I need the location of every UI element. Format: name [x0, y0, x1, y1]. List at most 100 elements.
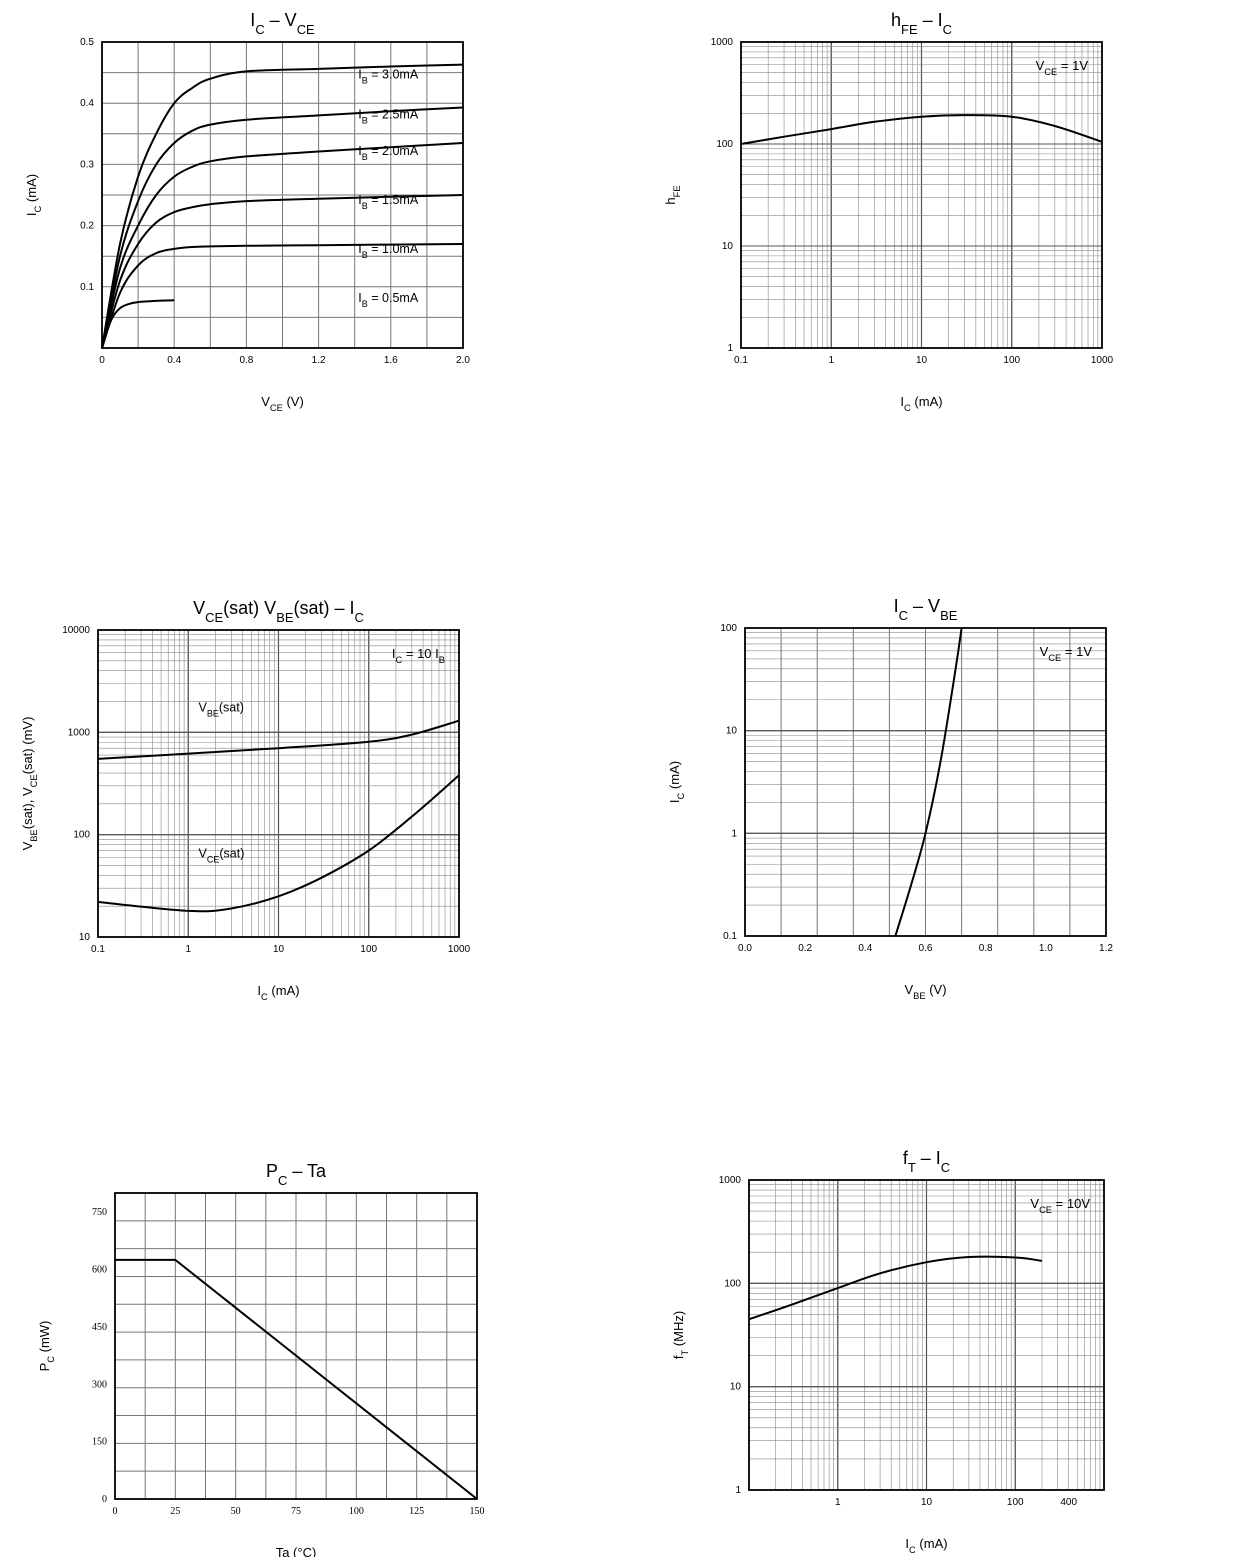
series-line — [97, 719, 460, 760]
x-tick-label: 0 — [99, 355, 105, 366]
y-tick-label: 100 — [724, 1278, 741, 1289]
y-tick-label: 1000 — [68, 727, 91, 738]
plot-frame — [97, 629, 460, 938]
x-tick-label: 100 — [360, 944, 377, 955]
condition-annotation: IC = 10 IB — [392, 646, 445, 665]
y-tick-label: 1000 — [719, 1175, 742, 1186]
chart-title: PC – Ta — [266, 1161, 327, 1188]
series-line — [101, 299, 175, 349]
condition-annotation: VCE = 1V — [1040, 644, 1093, 663]
x-tick-label: 1 — [185, 944, 191, 955]
y-axis-label: VBE(sat), VCE(sat) (mV) — [20, 717, 39, 851]
y-tick-label: 10 — [730, 1382, 742, 1393]
y-tick-label: 10 — [722, 241, 734, 252]
y-tick-label: 450 — [92, 1322, 107, 1333]
series-line — [740, 114, 1103, 145]
chart-title: hFE – IC — [891, 10, 952, 37]
y-tick-label: 10000 — [62, 625, 90, 636]
y-tick-label: 10 — [726, 726, 738, 737]
x-tick-label: 1.2 — [1099, 943, 1113, 954]
y-axis-label: IC (mA) — [667, 761, 686, 803]
x-tick-label: 1 — [828, 355, 834, 366]
y-tick-label: 1000 — [711, 37, 734, 48]
chart-pc_ta: 0 25 50 75 100 125 150 0 150 300 450 600 750 PC – Ta T… — [37, 1161, 485, 1557]
x-axis-label: VBE (V) — [904, 982, 946, 1001]
curve-label: IB = 1.0mA — [358, 242, 419, 260]
y-tick-label: 1 — [727, 343, 733, 354]
series-line — [101, 194, 464, 349]
x-tick-label: 1000 — [1091, 355, 1114, 366]
curve-label: IB = 2.0mA — [358, 144, 419, 162]
y-tick-label: 1 — [735, 1485, 741, 1496]
x-tick-label: 0 — [113, 1506, 118, 1517]
chart-title: IC – VBE — [894, 596, 958, 623]
chart-vsat_ic: 0.1 1 10 100 1000 10 100 1000 10000 VCE(sat) VBE(… — [20, 598, 471, 1002]
y-tick-label: 10 — [79, 932, 91, 943]
plot-frame — [740, 41, 1103, 349]
x-axis-label: IC (mA) — [905, 1536, 947, 1555]
y-tick-label: 100 — [720, 623, 737, 634]
y-tick-label: 100 — [73, 830, 90, 841]
gridlines — [744, 627, 1107, 937]
x-tick-label: 1000 — [448, 944, 471, 955]
x-tick-label: 100 — [1007, 1497, 1024, 1508]
chart-title: fT – IC — [903, 1148, 950, 1175]
x-tick-label: 50 — [231, 1506, 241, 1517]
y-tick-label: 0.4 — [80, 98, 94, 109]
curve-label: IB = 0.5mA — [358, 291, 419, 309]
curve-label: VCE(sat) — [199, 846, 245, 864]
chart-title: VCE(sat) VBE(sat) – IC — [193, 598, 364, 625]
y-tick-label: 600 — [92, 1265, 107, 1276]
series-line — [748, 1255, 1043, 1321]
x-tick-label: 1.6 — [384, 355, 398, 366]
y-tick-label: 0.2 — [80, 221, 94, 232]
x-tick-label: 0.8 — [979, 943, 993, 954]
y-axis-label: PC (mW) — [37, 1321, 56, 1372]
x-tick-label: 10 — [921, 1497, 933, 1508]
gridlines — [740, 41, 1103, 349]
y-axis-label: fT (MHz) — [671, 1311, 690, 1359]
x-tick-label: 0.1 — [734, 355, 748, 366]
x-tick-label: 1.0 — [1039, 943, 1053, 954]
condition-annotation: VCE = 1V — [1036, 58, 1089, 77]
series-line — [101, 63, 464, 349]
x-tick-label: 10 — [916, 355, 928, 366]
x-tick-label: 125 — [409, 1506, 424, 1517]
gridlines — [748, 1179, 1105, 1491]
x-tick-label: 0.8 — [239, 355, 253, 366]
curve-label: IB = 2.5mA — [358, 108, 419, 126]
series-line — [101, 106, 464, 349]
x-tick-label: 1.2 — [312, 355, 326, 366]
x-tick-label: 25 — [170, 1506, 180, 1517]
chart-ic_vbe: 0.0 0.2 0.4 0.6 0.8 1.0 1.2 0.1 1 10 100 IC – VBE VB… — [667, 596, 1113, 1001]
y-tick-label: 0 — [102, 1494, 107, 1505]
y-tick-label: 150 — [92, 1437, 107, 1448]
y-axis-label: IC (mA) — [24, 174, 43, 216]
x-tick-label: 75 — [291, 1506, 301, 1517]
y-tick-label: 100 — [716, 139, 733, 150]
curve-label: IB = 3.0mA — [358, 68, 419, 86]
chart-ic_vce: 0 0.4 0.8 1.2 1.6 2.0 0.1 0.2 0.3 0.4 0.5 IC – VCE V… — [24, 10, 470, 413]
x-axis-label: Ta (°C) — [276, 1545, 317, 1557]
x-tick-label: 0.4 — [167, 355, 181, 366]
x-tick-label: 2.0 — [456, 355, 470, 366]
x-tick-label: 0.0 — [738, 943, 752, 954]
series-line — [115, 1258, 478, 1500]
x-tick-label: 0.6 — [919, 943, 933, 954]
x-tick-label: 150 — [470, 1506, 485, 1517]
plot-frame — [748, 1179, 1105, 1491]
plot-frame — [114, 1192, 478, 1500]
gridlines — [114, 1192, 478, 1500]
x-axis-label: VCE (V) — [261, 394, 304, 413]
series-line — [97, 774, 460, 913]
chart-ft_ic: 1 10 100 400 1 10 100 1000 fT – IC IC (mA) fT (MHz… — [671, 1148, 1105, 1555]
x-axis-label: IC (mA) — [257, 983, 299, 1002]
series-line — [101, 243, 464, 349]
y-tick-label: 300 — [92, 1379, 107, 1390]
x-tick-label: 1 — [835, 1497, 841, 1508]
x-tick-label: 400 — [1060, 1497, 1077, 1508]
y-tick-label: 0.5 — [80, 37, 94, 48]
y-tick-label: 1 — [731, 828, 737, 839]
